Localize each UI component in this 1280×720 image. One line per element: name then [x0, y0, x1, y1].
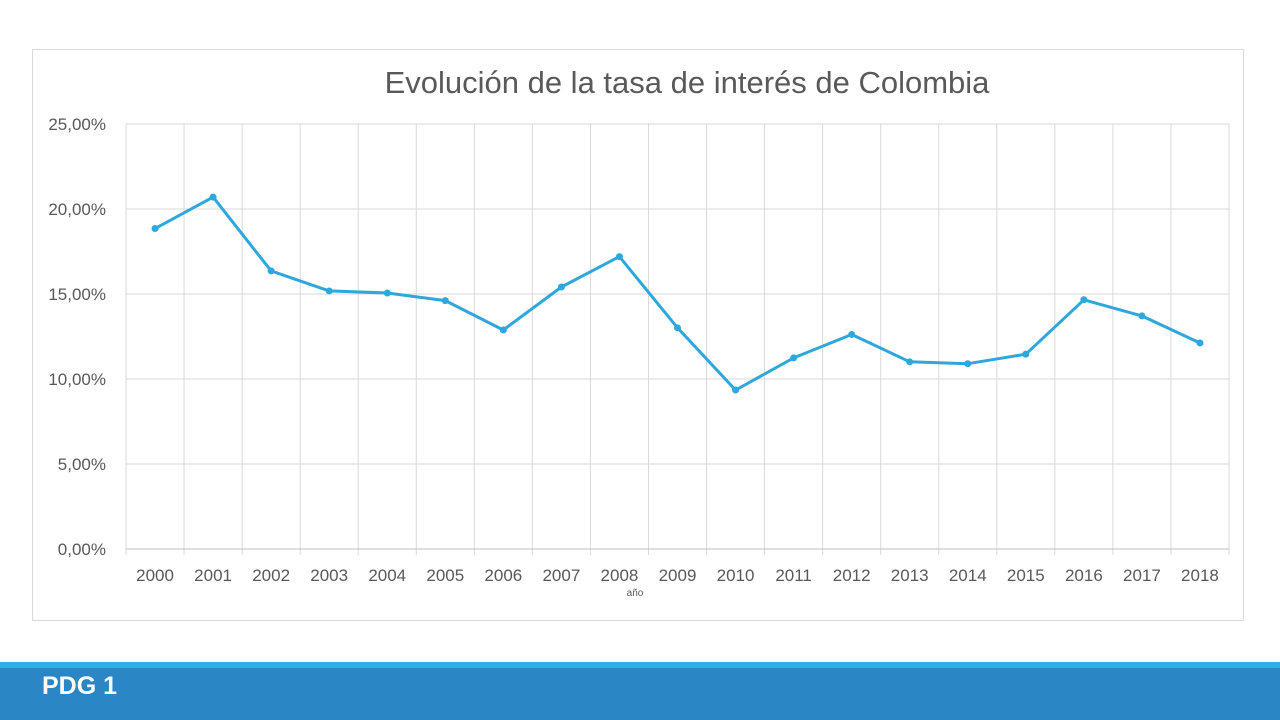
- chart-frame: Evolución de la tasa de interés de Colom…: [32, 49, 1244, 621]
- x-tick-label: 2007: [542, 566, 580, 585]
- data-point: [1080, 296, 1088, 304]
- data-point: [325, 287, 333, 295]
- x-tick-label: 2006: [484, 566, 522, 585]
- data-point: [964, 360, 972, 368]
- x-tick-label: 2013: [891, 566, 929, 585]
- x-tick-label: 2010: [717, 566, 755, 585]
- x-tick-label: 2009: [659, 566, 697, 585]
- y-tick-label: 10,00%: [48, 370, 106, 389]
- x-tick-label: 2001: [194, 566, 232, 585]
- line-chart: Evolución de la tasa de interés de Colom…: [48, 65, 1230, 599]
- data-point: [209, 193, 217, 201]
- data-point: [732, 386, 740, 394]
- data-point: [848, 330, 856, 338]
- x-tick-label: 2004: [368, 566, 406, 585]
- data-point: [790, 354, 798, 362]
- y-tick-label: 15,00%: [48, 285, 106, 304]
- x-tick-label: 2011: [775, 566, 812, 585]
- data-point: [1138, 312, 1146, 320]
- y-tick-label: 0,00%: [58, 540, 106, 559]
- data-point: [674, 324, 681, 332]
- x-tick-label: 2005: [426, 566, 464, 585]
- footer-label: PDG 1: [42, 672, 118, 700]
- x-tick-label: 2000: [136, 566, 174, 585]
- data-point: [615, 253, 623, 261]
- x-tick-label: 2002: [252, 566, 290, 585]
- series: [151, 193, 1204, 394]
- data-point: [1022, 350, 1030, 358]
- data-point: [151, 225, 159, 233]
- x-tick-label: 2003: [310, 566, 348, 585]
- y-tick-label: 25,00%: [48, 115, 106, 134]
- x-axis-label: año: [627, 588, 644, 599]
- x-tick-label: 2012: [833, 566, 871, 585]
- footer-bar: PDG 1: [0, 662, 1280, 720]
- y-tick-label: 5,00%: [58, 455, 106, 474]
- grid: [125, 123, 1230, 555]
- x-tick-label: 2018: [1181, 566, 1219, 585]
- y-axis-ticks: 0,00% 5,00% 10,00% 15,00% 20,00% 25,00%: [48, 115, 106, 559]
- x-tick-label: 2008: [601, 566, 639, 585]
- x-tick-label: 2017: [1123, 566, 1161, 585]
- data-point: [1196, 339, 1204, 347]
- x-tick-label: 2016: [1065, 566, 1103, 585]
- data-point: [557, 283, 565, 291]
- x-axis-ticks: 2000 2001 2002 2003 2004 2005 2006 2007 2008 2009…: [136, 566, 1219, 585]
- x-tick-label: 2015: [1007, 566, 1045, 585]
- data-point: [441, 297, 449, 305]
- data-point: [906, 358, 914, 366]
- data-point: [383, 289, 391, 297]
- data-point: [499, 326, 507, 334]
- chart-title: Evolución de la tasa de interés de Colom…: [385, 65, 991, 100]
- data-point: [267, 267, 275, 275]
- x-tick-label: 2014: [949, 566, 987, 585]
- y-tick-label: 20,00%: [48, 200, 106, 219]
